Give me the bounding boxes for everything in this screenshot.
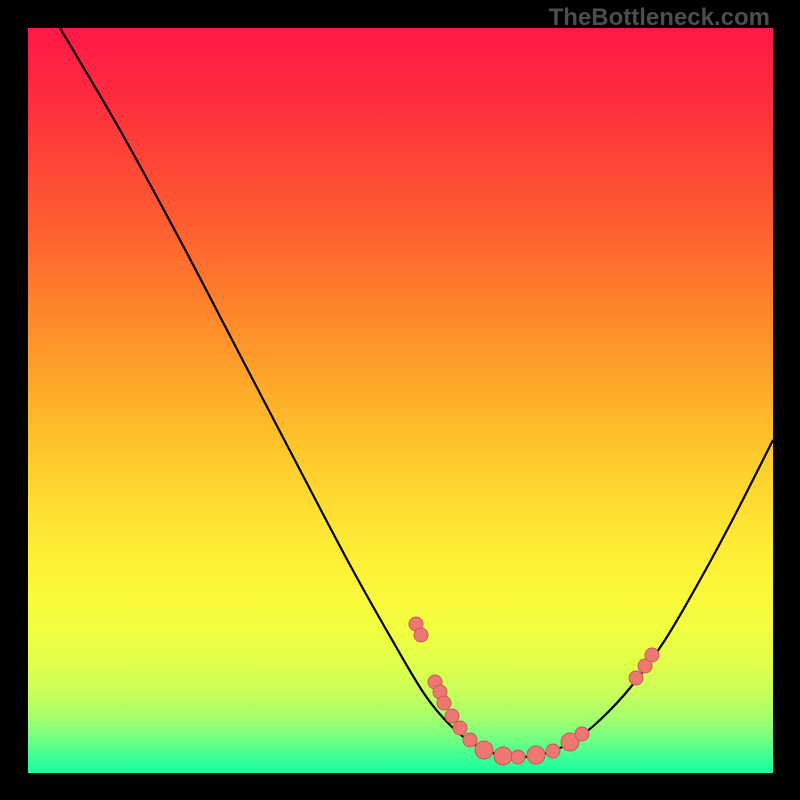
watermark-text: TheBottleneck.com [549, 4, 770, 32]
data-marker [453, 721, 467, 735]
bottleneck-curve-chart [0, 0, 800, 800]
data-marker [527, 746, 545, 764]
data-marker [437, 696, 451, 710]
data-marker [414, 628, 428, 642]
data-marker [511, 750, 525, 764]
data-marker [445, 709, 459, 723]
data-marker [494, 747, 512, 765]
plot-background [28, 28, 773, 773]
data-marker [463, 733, 477, 747]
data-marker [475, 741, 493, 759]
data-marker [645, 648, 659, 662]
data-marker [546, 744, 560, 758]
data-marker [575, 727, 589, 741]
data-marker [629, 671, 643, 685]
